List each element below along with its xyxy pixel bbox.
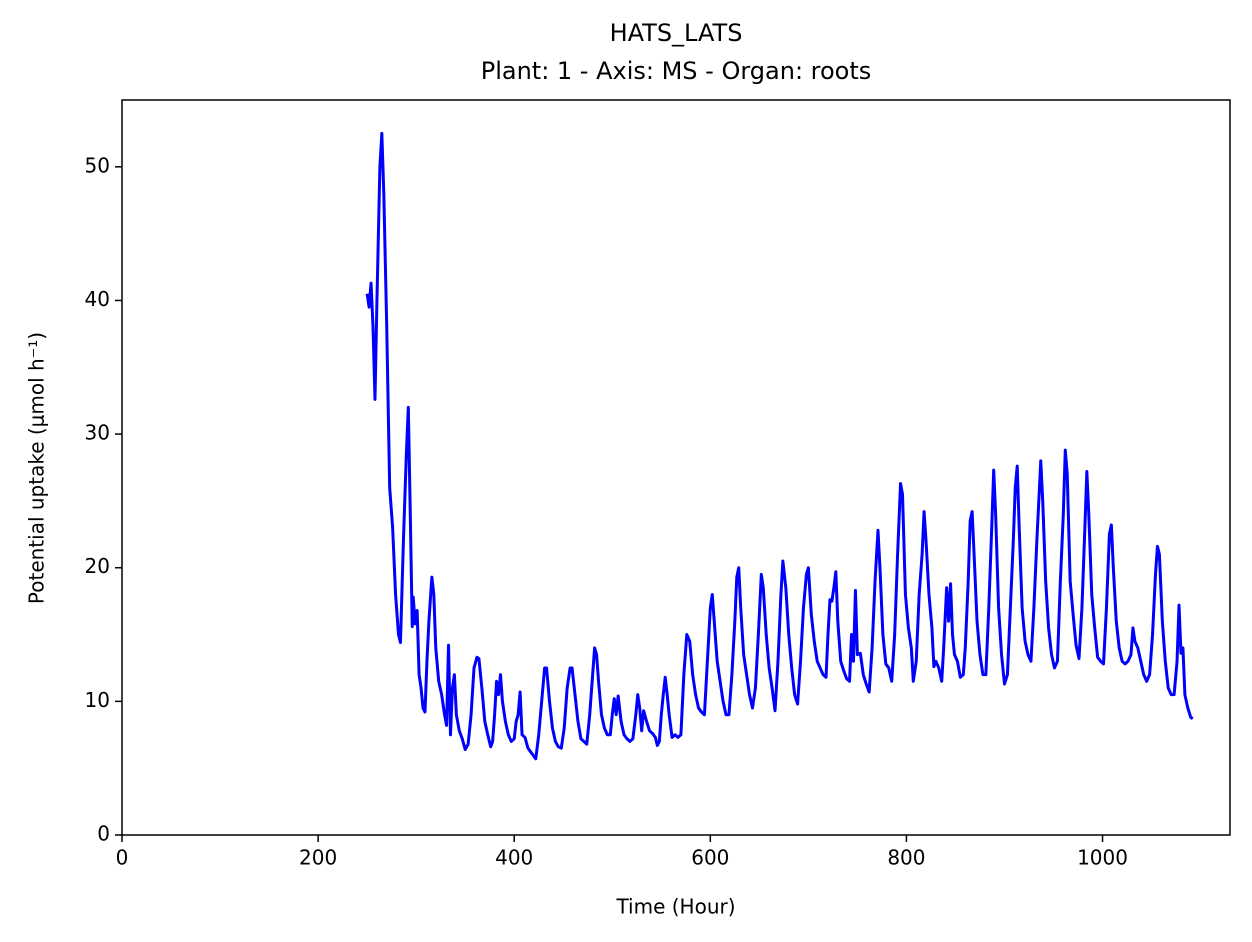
y-tick-label: 10 <box>85 688 110 712</box>
y-tick-label: 50 <box>85 153 110 177</box>
x-tick-label: 400 <box>495 846 533 870</box>
chart-title: HATS_LATS <box>610 19 743 47</box>
y-tick-label: 0 <box>97 822 110 846</box>
x-tick-label: 0 <box>116 846 129 870</box>
plot-frame <box>121 99 1231 836</box>
y-tick-label: 30 <box>85 421 110 445</box>
y-tick-label: 40 <box>85 287 110 311</box>
x-tick-label: 600 <box>691 846 729 870</box>
chart-subtitle: Plant: 1 - Axis: MS - Organ: roots <box>481 57 872 85</box>
x-tick-label: 1000 <box>1077 846 1128 870</box>
y-tick-label: 20 <box>85 554 110 578</box>
x-axis-label: Time (Hour) <box>615 895 735 919</box>
x-tick-label: 200 <box>299 846 337 870</box>
y-axis-label: Potential uptake (μmol h⁻¹) <box>25 332 49 604</box>
data-line <box>365 131 1194 761</box>
x-tick-label: 800 <box>887 846 925 870</box>
